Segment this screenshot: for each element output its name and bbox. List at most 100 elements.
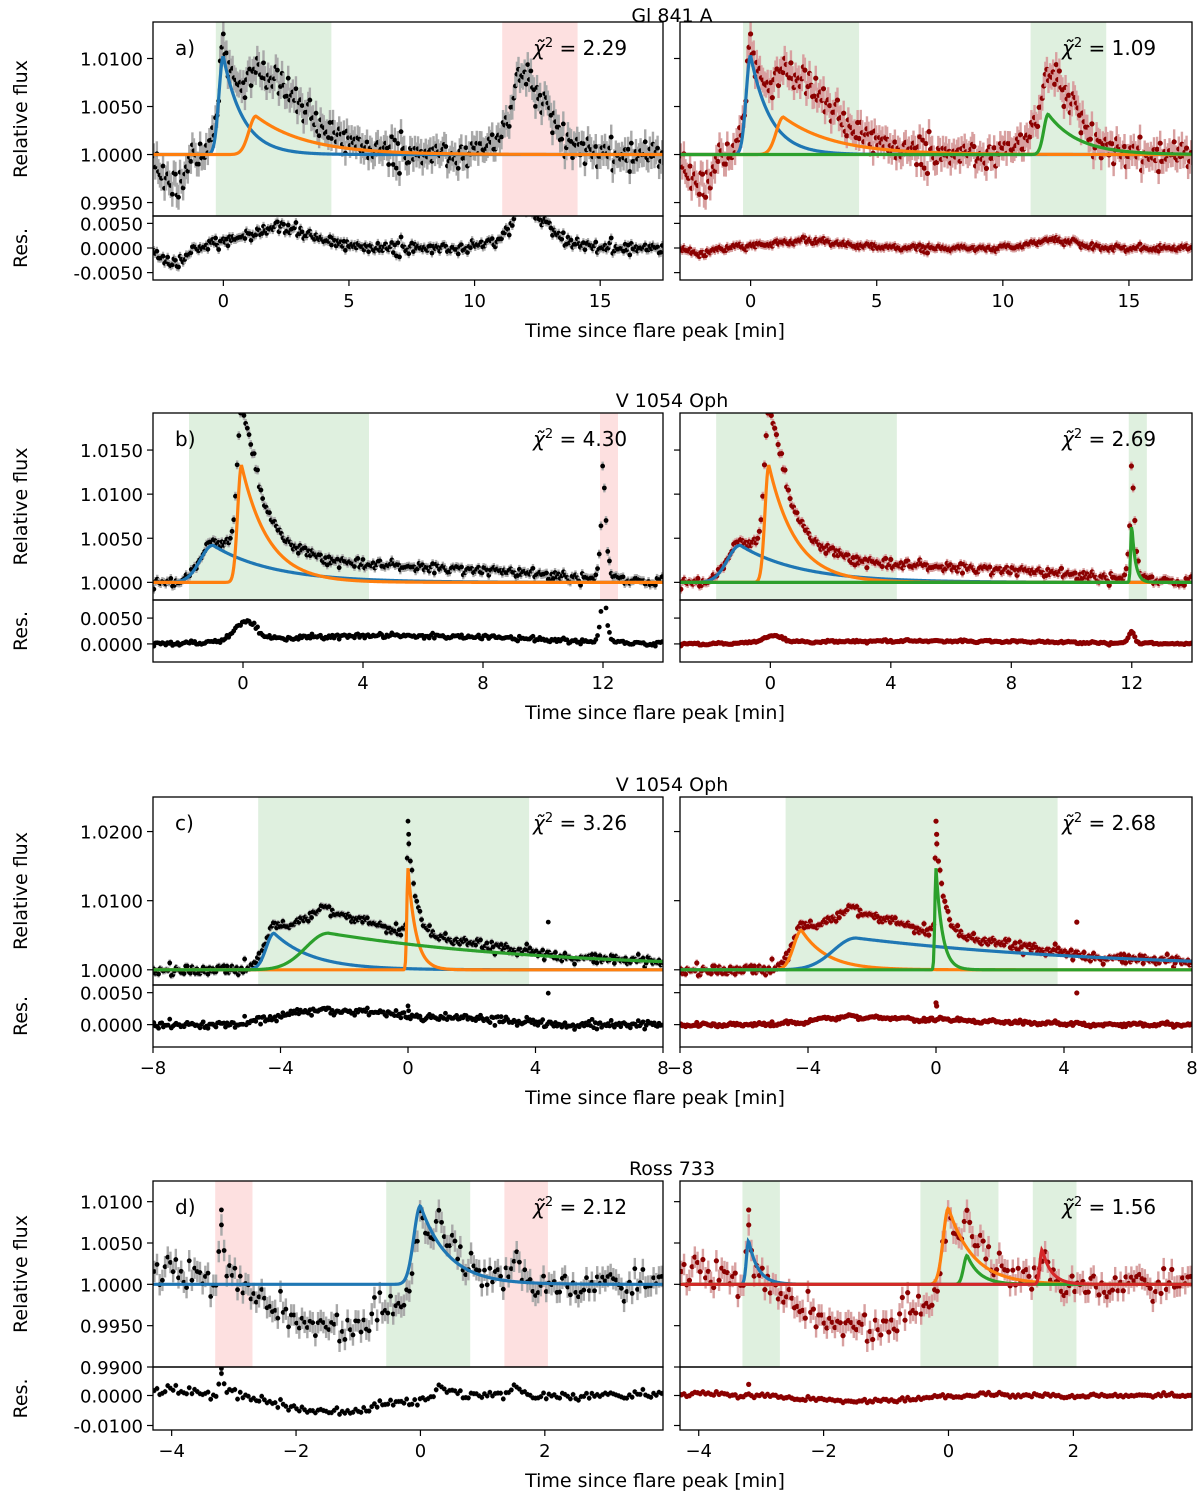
data-point <box>227 535 233 541</box>
data-point <box>924 170 931 177</box>
data-point <box>284 93 290 99</box>
y-axis-label: Relative flux <box>10 60 32 178</box>
x-tick-label: 8 <box>477 673 488 694</box>
data-point <box>1078 130 1084 136</box>
data-point <box>533 103 538 109</box>
residual-point <box>1188 244 1192 251</box>
data-point <box>395 141 401 146</box>
data-point <box>180 185 186 191</box>
residual-point <box>293 220 299 225</box>
residual-point <box>429 250 435 256</box>
data-point <box>1149 574 1155 580</box>
data-point <box>823 550 829 556</box>
residual-point <box>655 244 660 250</box>
residual-point <box>658 249 663 255</box>
data-point <box>695 575 701 582</box>
x-tick-label: 0 <box>745 291 756 312</box>
data-point <box>802 67 808 73</box>
data-point <box>642 139 648 145</box>
data-point <box>528 68 534 74</box>
flare-region-shade <box>716 413 897 600</box>
residual-point <box>603 605 609 611</box>
reduced-chi2-annotation: χ̃2 = 2.29 <box>532 36 627 60</box>
data-point <box>763 433 769 439</box>
data-point <box>506 123 512 129</box>
residual-point <box>242 236 248 241</box>
data-point <box>844 133 850 139</box>
x-tick-label: 12 <box>592 673 615 694</box>
residual-point <box>499 236 504 242</box>
data-point <box>608 134 614 140</box>
data-point <box>778 450 785 457</box>
panel-left: 0.9950 1.0000 1.0050 1.0100 -0.0050 0.0000 0.0… <box>74 21 664 312</box>
data-point <box>834 97 841 103</box>
residual-point <box>458 242 464 248</box>
data-point <box>523 81 529 87</box>
data-point <box>489 132 495 138</box>
residual-point <box>253 232 259 238</box>
data-point <box>761 462 768 468</box>
data-point <box>499 134 504 140</box>
data-point <box>813 75 819 81</box>
data-point <box>1053 61 1059 68</box>
data-point <box>827 102 833 109</box>
residual-point <box>627 252 633 258</box>
residual-point <box>506 232 512 238</box>
residual-point <box>593 637 599 642</box>
data-point <box>1066 92 1072 98</box>
residual-y-tick-label: 0.0000 <box>80 635 143 656</box>
data-point <box>773 432 780 438</box>
data-point <box>1130 485 1136 491</box>
data-point <box>220 31 226 37</box>
data-point <box>1121 143 1128 150</box>
data-point <box>241 80 246 86</box>
data-point <box>307 97 313 103</box>
panel-left: 1.0000 1.0050 1.0100 1.0150 0.0000 0.0050 0 4 8 1… <box>80 407 664 694</box>
data-point <box>787 495 793 502</box>
data-point <box>459 564 464 570</box>
data-point <box>991 145 997 151</box>
data-point <box>603 518 609 523</box>
data-point <box>1058 565 1065 571</box>
residual-point <box>465 250 470 255</box>
x-tick-label: 5 <box>871 291 882 312</box>
residual-point <box>530 633 536 639</box>
data-point <box>394 165 399 171</box>
data-point <box>386 162 392 167</box>
residual-point <box>205 246 211 252</box>
data-point <box>414 566 420 572</box>
data-point <box>560 121 566 127</box>
x-tick-label: 15 <box>589 291 612 312</box>
data-point <box>625 146 631 152</box>
rejected-region-shade <box>600 413 618 600</box>
data-point <box>275 67 280 73</box>
data-point <box>768 413 774 419</box>
data-point <box>355 556 361 561</box>
data-point <box>917 134 923 140</box>
data-point <box>176 194 181 200</box>
data-point <box>240 407 245 412</box>
data-point <box>1123 566 1129 572</box>
data-point <box>1171 139 1177 145</box>
data-point <box>578 582 583 588</box>
data-point <box>723 161 729 167</box>
data-point <box>196 161 201 167</box>
residual-point <box>251 620 257 626</box>
data-point <box>785 487 791 493</box>
data-point <box>1035 123 1041 129</box>
residual-axes-frame <box>152 599 664 663</box>
residual-point <box>505 226 511 232</box>
data-point <box>959 570 966 576</box>
data-point <box>652 582 658 588</box>
residual-point <box>607 629 612 635</box>
data-point <box>794 510 800 516</box>
data-points <box>680 413 1192 594</box>
data-point <box>1157 140 1163 146</box>
data-point <box>285 75 291 81</box>
data-point <box>173 171 178 177</box>
residual-points <box>153 216 663 272</box>
row-title: V 1054 Oph <box>616 390 729 412</box>
data-point <box>389 134 395 140</box>
data-point <box>758 517 764 523</box>
model-curve-orange <box>153 464 663 584</box>
